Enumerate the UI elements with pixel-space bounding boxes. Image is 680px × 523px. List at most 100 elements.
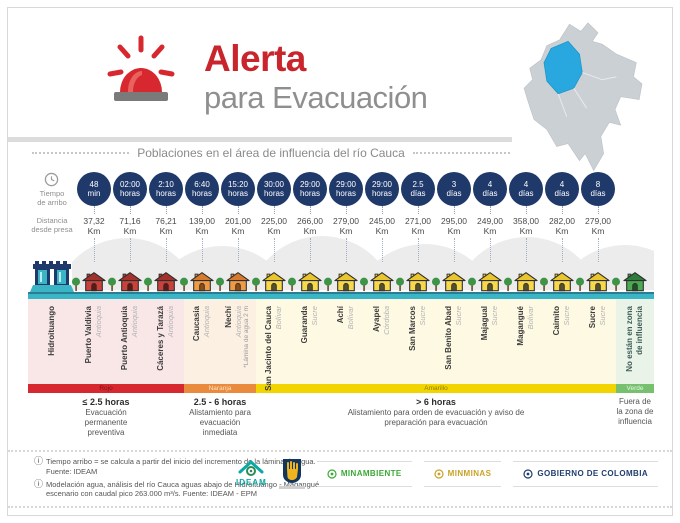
distance-unit: Km bbox=[303, 226, 317, 237]
town-name-area: Achí Bolívar bbox=[328, 299, 364, 384]
house-icon bbox=[262, 272, 286, 292]
town-name-area: Caucasia Antioquia bbox=[184, 299, 220, 384]
arrival-time-value: 4 bbox=[523, 179, 529, 189]
house-row bbox=[215, 262, 256, 292]
dotted-connector bbox=[201, 238, 203, 262]
town-name-area: Magangué Bolívar bbox=[508, 299, 544, 384]
house-icon bbox=[82, 272, 106, 292]
town-column: 48 min 37,32 Km Puerto Valdivia Anti bbox=[71, 172, 112, 384]
arrival-time-unit: horas bbox=[119, 189, 140, 198]
arrival-time-badge: 48 min bbox=[77, 172, 111, 206]
time-label-line1: Tiempo bbox=[39, 189, 65, 198]
footer-divider bbox=[8, 450, 672, 452]
town-name: Nechí bbox=[224, 306, 234, 328]
town-department: Sucre bbox=[417, 306, 427, 326]
distance-number: 358,00 bbox=[513, 216, 539, 226]
town-name-area: Guaranda Sucre bbox=[292, 299, 328, 384]
arrival-time-unit: horas bbox=[155, 189, 176, 198]
town-department: Antioquia bbox=[165, 306, 175, 338]
arrival-time-value: 3 bbox=[451, 179, 457, 189]
zone-bands: Rojo Naranja Amarillo Verde bbox=[28, 384, 654, 393]
distance-axis-label: Distancia desde presa bbox=[31, 214, 72, 238]
footnote-1: ⓘ Tiempo arribo = se calcula a partir de… bbox=[34, 457, 320, 477]
town-department: Antioquia bbox=[93, 306, 103, 338]
arrival-time-unit: horas bbox=[335, 189, 356, 198]
zone-band-rojo: Rojo bbox=[28, 384, 184, 393]
dotted-connector bbox=[273, 238, 275, 262]
dotted-connector bbox=[489, 206, 491, 214]
river-bar bbox=[220, 292, 256, 299]
town-column: 29:00 horas 266,00 Km Guaranda Sucre bbox=[287, 172, 328, 384]
distance-unit: Km bbox=[267, 226, 281, 237]
house-icon bbox=[226, 272, 250, 292]
dotted-connector bbox=[165, 206, 167, 214]
town-department: Bolívar bbox=[525, 306, 535, 330]
zone-head: > 6 horas bbox=[416, 397, 456, 407]
distance-number: 279,00 bbox=[585, 216, 611, 226]
distance-unit: Km bbox=[339, 226, 353, 237]
house-row bbox=[107, 262, 148, 292]
arrival-time-unit: días bbox=[554, 189, 570, 198]
town-column: 02:00 horas 71,16 Km Puerto Antioquia bbox=[107, 172, 148, 384]
town-name: Majagual bbox=[480, 306, 490, 341]
town-department: Sucre bbox=[453, 306, 463, 326]
river-bar bbox=[400, 292, 436, 299]
distance-number: 201,00 bbox=[225, 216, 251, 226]
zone-descriptions: ≤ 2.5 horas Evacuación permanente preven… bbox=[28, 397, 654, 438]
distance-unit: Km bbox=[447, 226, 461, 237]
river-bar bbox=[364, 292, 400, 299]
title-para-evacuacion: para Evacuación bbox=[204, 80, 428, 115]
section-subtitle: Poblaciones en el área de influencia del… bbox=[32, 146, 511, 160]
town-name-area: Cáceres y Tarazá Antioquia bbox=[148, 299, 184, 384]
zone-desc-naranja: 2.5 - 6 horas Alistamiento para evacuaci… bbox=[184, 397, 256, 438]
town-name-area: Caimito Sucre bbox=[544, 299, 580, 384]
town-department: Sucre bbox=[597, 306, 607, 326]
distance-value: 245,00 Km bbox=[369, 214, 395, 238]
arrival-time-unit: días bbox=[590, 189, 606, 198]
arrival-time-unit: días bbox=[482, 189, 498, 198]
town-name: Caucasia bbox=[192, 306, 202, 342]
dotted-connector bbox=[381, 238, 383, 262]
house-icon bbox=[190, 272, 214, 292]
house-icon bbox=[550, 272, 574, 292]
river-bar bbox=[148, 292, 184, 299]
arrival-time-value: 29:00 bbox=[335, 179, 357, 189]
river-bar bbox=[328, 292, 364, 299]
town-name: San Benito Abad bbox=[444, 306, 454, 370]
river-bar bbox=[292, 292, 328, 299]
gobierno-label: GOBIERNO DE COLOMBIA bbox=[537, 469, 648, 478]
house-icon bbox=[334, 272, 358, 292]
town-name-area: San Marcos Sucre bbox=[400, 299, 436, 384]
logo-gobierno: GOBIERNO DE COLOMBIA bbox=[513, 460, 658, 487]
zone-desc: Evacuación permanente preventiva bbox=[84, 408, 128, 437]
tree-icon bbox=[395, 277, 405, 292]
town-column: 8 días 279,00 Km Sucre Sucre bbox=[575, 172, 616, 384]
distance-number: 279,00 bbox=[333, 216, 359, 226]
info-icon: ⓘ bbox=[34, 478, 44, 489]
tree-icon bbox=[323, 277, 333, 292]
town-name-area: Majagual Sucre bbox=[472, 299, 508, 384]
distance-value: 225,00 Km bbox=[261, 214, 287, 238]
house-row bbox=[539, 262, 580, 292]
tree-icon bbox=[71, 277, 81, 292]
tree-icon bbox=[467, 277, 477, 292]
river-bar bbox=[76, 292, 112, 299]
house-icon bbox=[478, 272, 502, 292]
house-icon bbox=[514, 272, 538, 292]
house-icon bbox=[118, 272, 142, 292]
minminas-label: MINMINAS bbox=[447, 469, 492, 478]
town-name: Ayapel bbox=[372, 306, 382, 332]
logo-minminas: MINMINAS bbox=[423, 460, 502, 487]
arrival-time-badge: 8 días bbox=[581, 172, 615, 206]
distance-unit: Km bbox=[375, 226, 389, 237]
house-row bbox=[611, 262, 654, 292]
distance-unit: Km bbox=[123, 226, 137, 237]
influence-timeline: Tiempo de arribo Distancia desde presa bbox=[28, 172, 654, 438]
town-name: No están en zona bbox=[625, 306, 635, 372]
arrival-time-unit: horas bbox=[263, 189, 284, 198]
dotted-connector bbox=[561, 206, 563, 214]
footnote-2: ⓘ Modelación agua, análisis del río Cauc… bbox=[34, 478, 320, 500]
zone-head: 2.5 - 6 horas bbox=[193, 397, 247, 407]
highlighted-region bbox=[543, 40, 583, 95]
tree-icon bbox=[503, 277, 513, 292]
